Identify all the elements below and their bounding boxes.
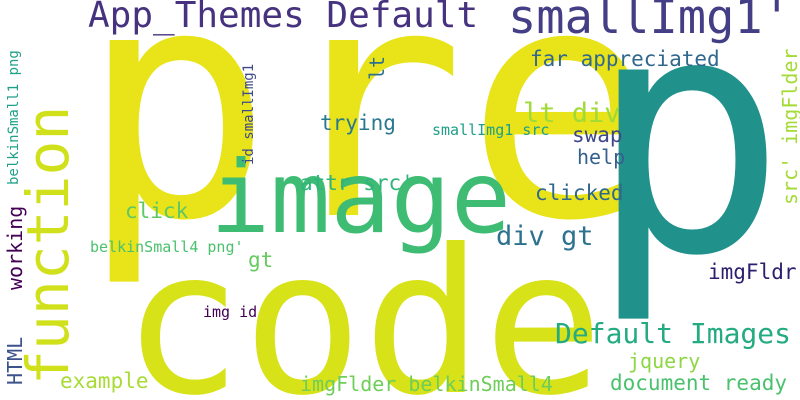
- word: example: [60, 369, 149, 393]
- word: click: [125, 199, 189, 223]
- word: img id: [203, 303, 257, 321]
- word: src' imgFlder: [778, 48, 800, 205]
- word: gt: [248, 248, 273, 272]
- word: image: [210, 139, 511, 256]
- word: lt: [365, 56, 389, 80]
- word: smallImg1 src: [432, 121, 549, 139]
- word: jquery: [628, 349, 700, 373]
- word: imgFlder belkinSmall4: [300, 372, 553, 396]
- word: working: [3, 206, 27, 290]
- word: swap: [572, 123, 623, 147]
- word: pre: [80, 0, 658, 291]
- word: clicked: [535, 181, 624, 205]
- word: Default Images: [555, 317, 791, 350]
- word: div gt: [496, 221, 594, 252]
- word: far appreciated: [530, 47, 720, 71]
- word: p: [588, 0, 787, 328]
- word: help: [577, 145, 625, 169]
- word: function: [14, 106, 82, 385]
- word: code: [122, 207, 604, 400]
- word: trying: [320, 111, 396, 135]
- word: lt div: [523, 98, 621, 129]
- word: document ready: [610, 371, 787, 395]
- word: imgFldr: [708, 260, 797, 284]
- word: HTML: [3, 337, 27, 385]
- word: id smallImg1: [241, 64, 257, 165]
- word: smallImg1': [508, 0, 791, 45]
- word: belkinSmall1 png: [6, 50, 22, 185]
- word: attr src': [300, 171, 414, 195]
- word: belkinSmall4 png': [90, 238, 244, 256]
- word: App_Themes Default: [88, 0, 478, 36]
